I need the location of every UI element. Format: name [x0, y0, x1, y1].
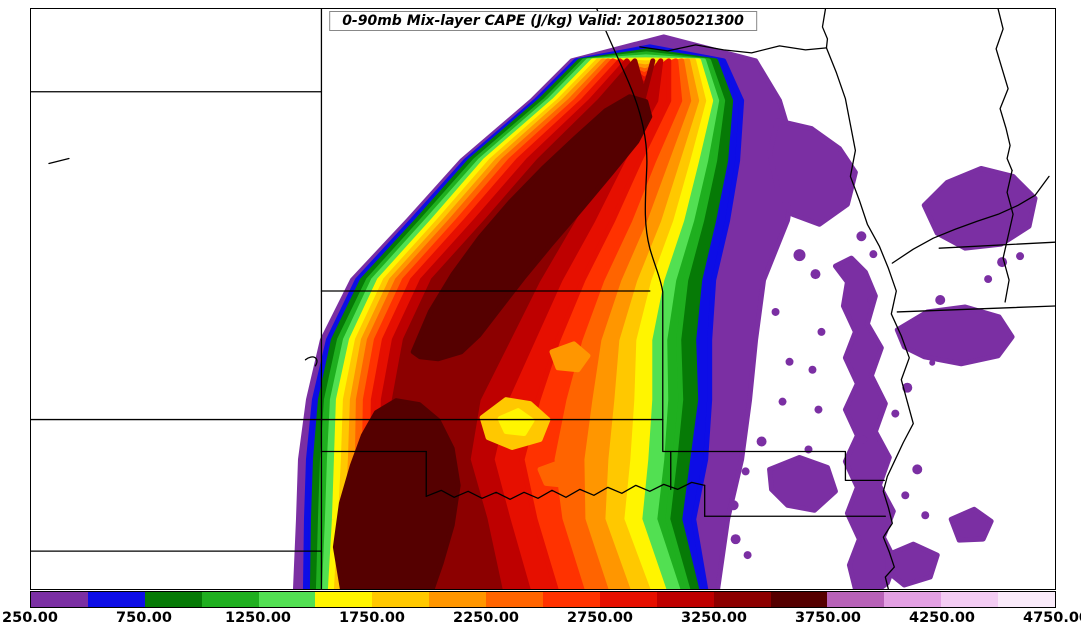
colorbar-segment-4500: [998, 592, 1056, 607]
tennessee-river-border: [1002, 169, 1014, 303]
colorbar-segment-2500: [543, 592, 600, 607]
border-fragment-west: [48, 157, 70, 165]
state-border-missouri-arkansas: [670, 450, 885, 482]
colorbar-segment-4000: [884, 592, 942, 607]
map-svg: [31, 9, 1055, 589]
colorbar-segment-4250: [941, 592, 999, 607]
wabash-river-border: [995, 9, 1013, 172]
cape-satellite-patch-4: [767, 454, 838, 513]
colorbar-tick-label: 250.00: [2, 610, 58, 626]
colorbar-segment-750: [144, 592, 202, 607]
cape-speckle: [867, 296, 876, 304]
cape-speckle: [756, 436, 767, 447]
ohio-river-border: [891, 175, 1050, 264]
cape-contours: [292, 34, 1038, 589]
cape-speckle: [743, 551, 752, 560]
cape-speckle: [891, 409, 900, 418]
cape-speckle: [912, 464, 923, 475]
cape-speckle: [984, 275, 993, 284]
cape-speckle: [921, 511, 930, 520]
cape-inner-patch-1: [497, 408, 535, 437]
colorbar-segment-1250: [258, 592, 316, 607]
colorbar-tick-label: 750.00: [116, 610, 172, 626]
state-border-kentucky-tennessee: [938, 241, 1055, 249]
colorbar-tick-label: 4750.00: [1022, 610, 1081, 626]
red-river-border: [425, 481, 706, 500]
cape-satellite-patch-0: [767, 118, 858, 227]
mississippi-river-upper: [821, 9, 829, 49]
plot-title: 0-90mb Mix-layer CAPE (J/kg) Valid: 2018…: [329, 11, 757, 31]
state-border-oklahoma-east: [662, 418, 672, 490]
cape-satellite-patch-2: [921, 165, 1038, 251]
cape-speckle: [810, 269, 821, 280]
state-border-northwest: [31, 9, 323, 93]
cape-speckle: [741, 467, 750, 476]
colorbar-segment-1000: [201, 592, 259, 607]
cape-satellite-patch-6: [948, 506, 994, 543]
colorbar-segment-2750: [599, 592, 657, 607]
colorbar-segment-500: [87, 592, 145, 607]
cape-speckle: [901, 491, 910, 500]
colorbar-tick-label: 1750.00: [338, 610, 406, 626]
cape-speckle: [817, 327, 826, 336]
state-borders: [31, 9, 1055, 589]
colorbar-tick-label: 2250.00: [452, 610, 520, 626]
colorbar-segment-3750: [827, 592, 885, 607]
missouri-river-border: [596, 9, 664, 421]
cape-speckle: [730, 534, 741, 545]
colorbar-segment-1500: [315, 592, 373, 607]
colorbar-tick-label: 3250.00: [680, 610, 748, 626]
colorbar-segment-250: [31, 592, 88, 607]
cape-core-0: [332, 398, 461, 589]
cape-speckle: [785, 357, 794, 366]
map-area: 0-90mb Mix-layer CAPE (J/kg) Valid: 2018…: [30, 8, 1056, 590]
colorbar-tick-label: 4250.00: [908, 610, 976, 626]
colorbar-segment-2000: [429, 592, 487, 607]
state-border-iowa-missouri: [639, 44, 828, 54]
colorbar-segment-3250: [713, 592, 771, 607]
cape-speckle: [1016, 252, 1025, 261]
colorbar: [30, 591, 1056, 608]
colorbar-segment-2250: [486, 592, 544, 607]
mississippi-river-border: [825, 47, 914, 589]
cape-speckle: [804, 445, 813, 454]
colorbar-segment-3000: [656, 592, 714, 607]
colorbar-ticks: 250.00 750.00 1250.00 1750.00 2250.00 2750.00…: [2, 610, 1081, 630]
cape-speckle: [814, 405, 823, 414]
border-fragment-river-hook: [304, 356, 318, 367]
cape-satellite-patch-3: [894, 304, 1015, 367]
colorbar-tick-label: 1250.00: [224, 610, 292, 626]
cape-inner-patch-3: [537, 458, 579, 488]
cape-inner-patch-2: [549, 341, 591, 373]
cape-speckle: [935, 295, 946, 305]
cape-speckle: [929, 359, 936, 366]
cape-speckle: [771, 307, 780, 316]
cape-speckle: [859, 435, 868, 444]
cape-satellite-patch-5: [884, 541, 940, 588]
colorbar-tick-label: 2750.00: [566, 610, 634, 626]
colorbar-segment-1750: [372, 592, 430, 607]
cape-speckle: [793, 249, 806, 262]
cape-speckle: [778, 397, 787, 406]
cape-speckle: [808, 365, 817, 374]
cape-speckle: [728, 500, 739, 511]
cape-satellite-patch-1: [832, 255, 898, 589]
colorbar-tick-label: 3750.00: [794, 610, 862, 626]
colorbar-segment-3500: [770, 592, 828, 607]
state-border-tennessee-mississippi: [896, 305, 1055, 313]
cape-speckle: [856, 231, 867, 242]
cape-speckle: [869, 250, 878, 259]
